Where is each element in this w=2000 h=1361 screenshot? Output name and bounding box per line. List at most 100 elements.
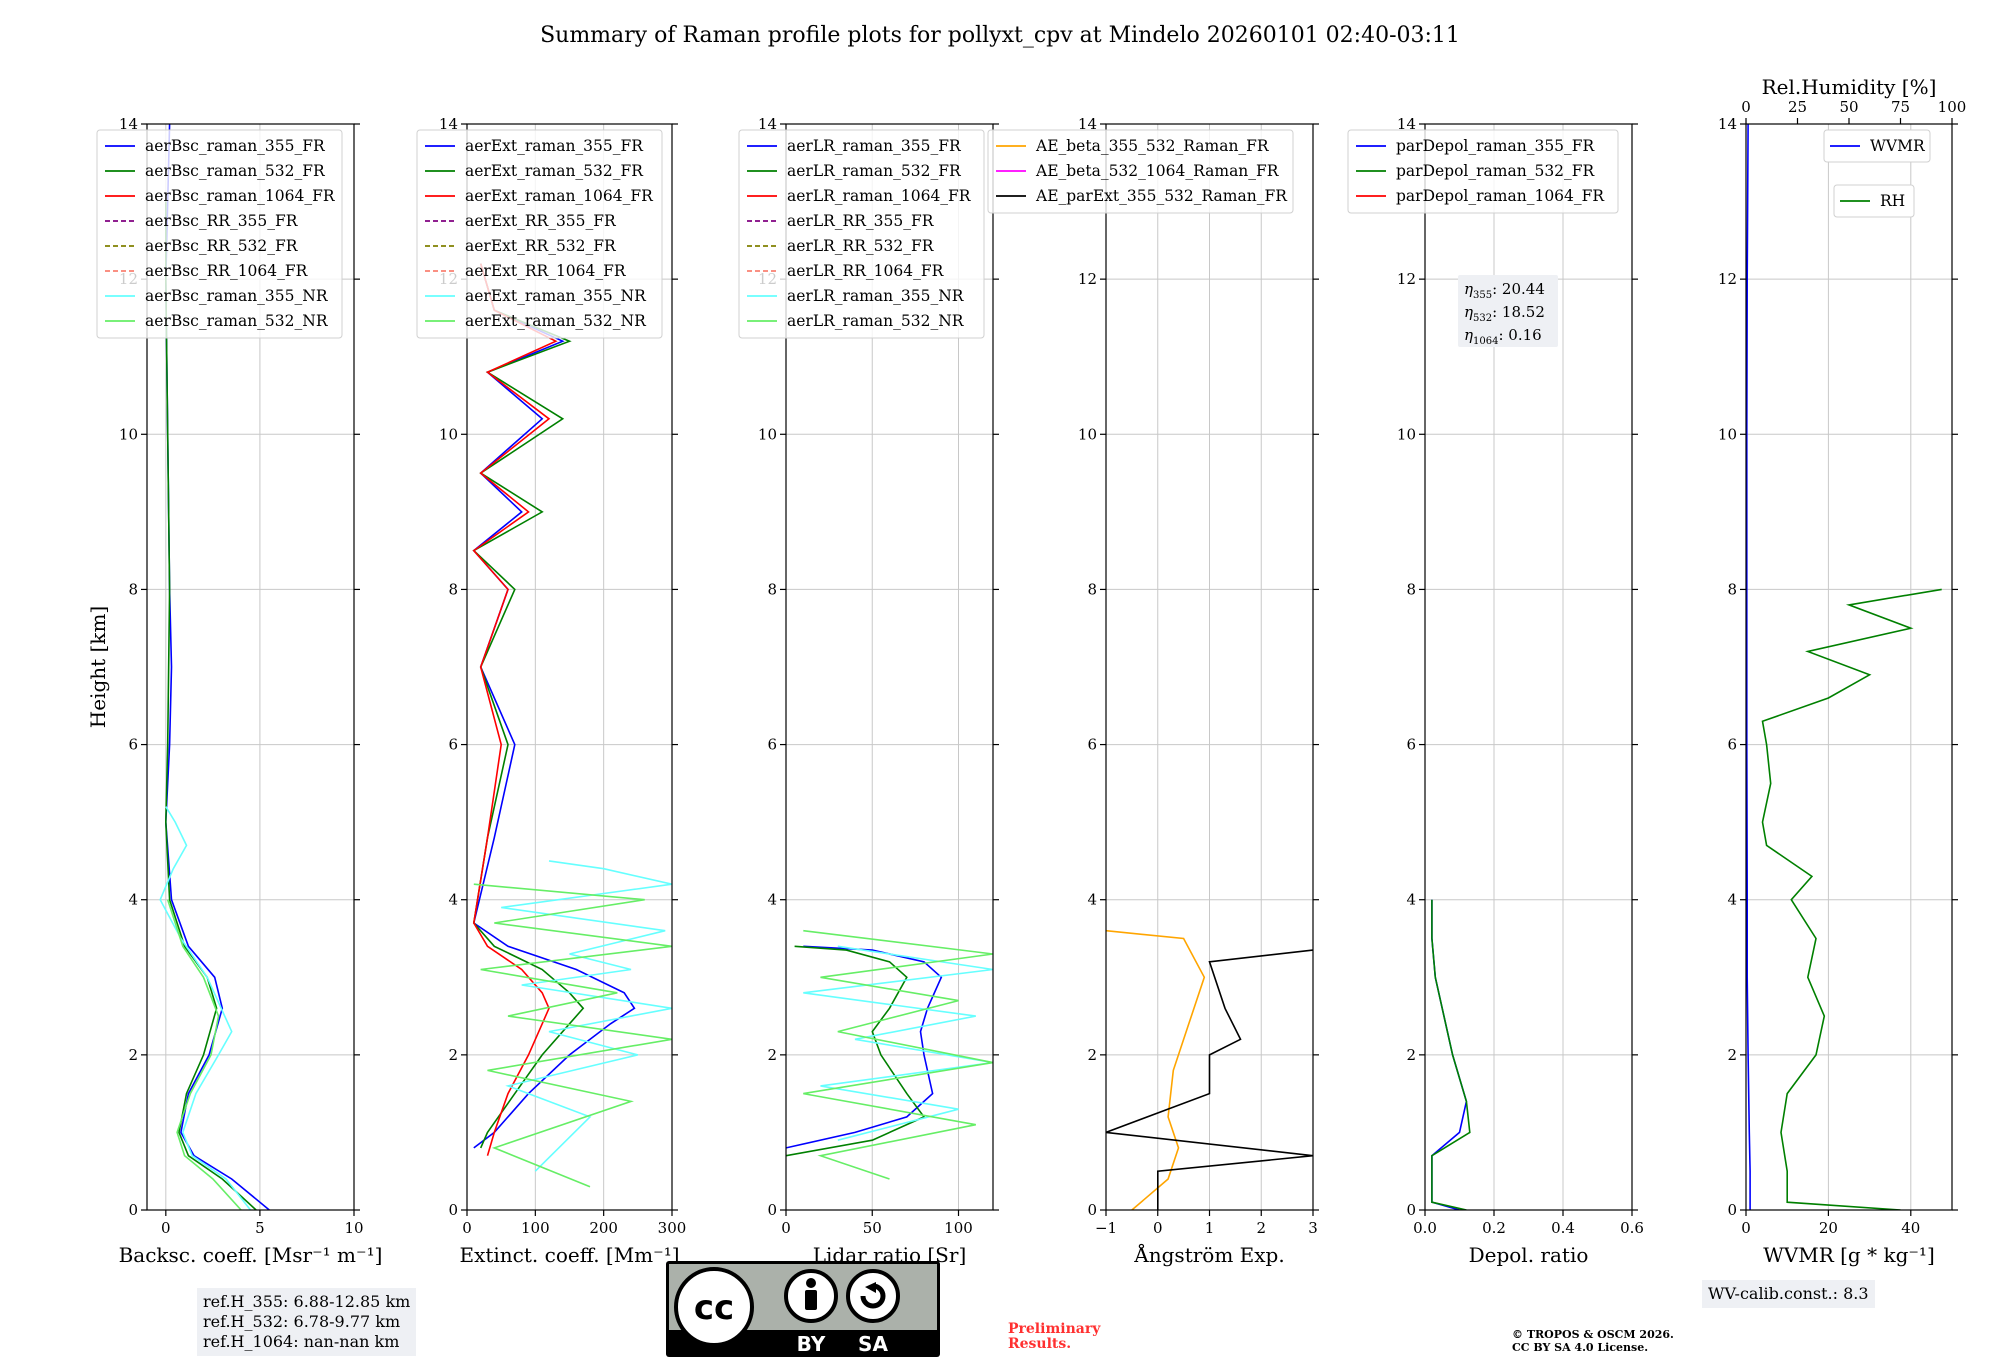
- y-tick-label: 4: [1406, 891, 1416, 909]
- y-tick-label: 2: [448, 1046, 458, 1064]
- eta-annotation-box: [1458, 275, 1558, 347]
- legend-entry: aerExt_RR_1064_FR: [465, 262, 627, 280]
- sa-label: SA: [858, 1332, 888, 1356]
- y-tick-label: 6: [1406, 736, 1416, 754]
- preliminary-line1: Preliminary: [1008, 1321, 1101, 1337]
- x-tick-label: 0.6: [1620, 1219, 1644, 1237]
- refh-1064: ref.H_1064: nan-nan km: [203, 1332, 400, 1351]
- legend-box: [738, 129, 985, 339]
- y-tick-label: 8: [767, 580, 777, 598]
- x-tick-label: 50: [863, 1219, 882, 1237]
- y-tick-label: 14: [119, 115, 138, 133]
- series-aerLR_raman_532_FR: [786, 945, 926, 1157]
- axes-frame: [466, 123, 673, 1211]
- legend-entry: aerLR_raman_355_NR: [787, 287, 965, 305]
- series-aerExt_raman_532_NR: [473, 883, 672, 1188]
- legend-entry: RH: [1880, 192, 1905, 210]
- x-tick-label: 1: [1205, 1219, 1215, 1237]
- x2-tick-label: 50: [1839, 98, 1858, 116]
- series-parDepol_raman_532_FR: [1431, 899, 1471, 1210]
- series-aerExt_raman_1064_FR: [472, 263, 558, 1156]
- series-aerExt_raman_532_FR: [472, 263, 585, 1149]
- cc-license-badge: cc BY SA: [666, 1261, 940, 1361]
- series-RH: [1761, 588, 1942, 1210]
- y-tick-label: 6: [448, 736, 458, 754]
- y-tick-label: 8: [1087, 580, 1097, 598]
- series-aerBsc_raman_532_NR: [166, 899, 242, 1210]
- y-tick-label: 14: [1397, 115, 1416, 133]
- legend: WVMR RH: [1823, 129, 1931, 218]
- y-tick-label: 12: [1397, 270, 1416, 288]
- x-tick-label: 0: [462, 1219, 472, 1237]
- y-tick-label: 14: [758, 115, 777, 133]
- legend-entry: parDepol_raman_355_FR: [1396, 137, 1596, 155]
- y-tick-label: 2: [128, 1046, 138, 1064]
- y-tick-label: 10: [439, 425, 458, 443]
- y-tick-label: 14: [439, 115, 458, 133]
- y-tick-label: 4: [767, 891, 777, 909]
- legend-entry: aerExt_raman_355_FR: [465, 137, 644, 155]
- legend-entry: aerBsc_RR_1064_FR: [145, 262, 309, 280]
- legend-entry: aerExt_RR_532_FR: [465, 237, 617, 255]
- x2-tick-label: 100: [1938, 98, 1967, 116]
- cc-badge-graphic: cc BY SA: [666, 1261, 940, 1357]
- y-tick-label: 10: [758, 425, 777, 443]
- wv-calib-box: WV-calib.const.: 8.3: [1702, 1280, 1875, 1308]
- legend-entry: aerLR_RR_355_FR: [787, 212, 935, 230]
- legend-entry: aerExt_raman_355_NR: [465, 287, 647, 305]
- sa-share-icon: [846, 1269, 900, 1323]
- x-axis-label: Extinct. coeff. [Mm⁻¹]: [459, 1243, 679, 1267]
- sa-share-arrow: [860, 1283, 886, 1309]
- y-tick-label: 12: [1078, 270, 1097, 288]
- x-tick-label: 0: [781, 1219, 791, 1237]
- x-tick-label: 0: [1741, 1219, 1751, 1237]
- series-AE_parExt_355_532_Raman_FR: [1106, 949, 1313, 1210]
- x-tick-label: 40: [1901, 1219, 1920, 1237]
- x-tick-label: 100: [521, 1219, 550, 1237]
- y-tick-label: 10: [1078, 425, 1097, 443]
- y-tick-label: 0: [1727, 1201, 1737, 1219]
- x-axis-label: WVMR [g * kg⁻¹]: [1763, 1243, 1935, 1267]
- y-tick-label: 6: [128, 736, 138, 754]
- legend-entry: aerLR_RR_1064_FR: [787, 262, 945, 280]
- panel-aerlr: 02468101214050100Lidar ratio [Sr]aerLR_r…: [738, 115, 999, 1267]
- by-label: BY: [797, 1332, 826, 1356]
- y-tick-label: 2: [1406, 1046, 1416, 1064]
- y-tick-label: 0: [1087, 1201, 1097, 1219]
- x-tick-label: 0: [1153, 1219, 1163, 1237]
- panel-pardepol: 0 2 4 6 8 10 12 14 0.0 0.2 0.4 0.6 Depol. ratio parDe…: [1347, 115, 1644, 1267]
- y-tick-label: 4: [448, 891, 458, 909]
- eta-entry: η1064: 0.16: [1464, 326, 1542, 347]
- series-aerBsc_raman_532_FR: [164, 201, 257, 1210]
- axes-frame: [1424, 123, 1633, 1211]
- y-tick-label: 14: [1078, 115, 1097, 133]
- x-tick-label: 0.2: [1482, 1219, 1506, 1237]
- y-tick-label: 10: [1397, 425, 1416, 443]
- legend-box: [987, 129, 1294, 214]
- series-aerBsc_raman_355_NR: [159, 806, 252, 1210]
- x-axis-label: Backsc. coeff. [Msr⁻¹ m⁻¹]: [119, 1243, 383, 1267]
- y-tick-label: 0: [448, 1201, 458, 1219]
- legend-entry: aerBsc_raman_355_FR: [145, 137, 326, 155]
- legend-box: [96, 129, 343, 339]
- by-person-body: [805, 1290, 817, 1310]
- x-tick-label: 10: [344, 1219, 363, 1237]
- x-tick-label: 5: [255, 1219, 265, 1237]
- x-tick-label: 0: [161, 1219, 171, 1237]
- legend-entry: aerExt_raman_532_NR: [465, 312, 647, 330]
- x-tick-label: 0.4: [1551, 1219, 1575, 1237]
- copyright-line2: CC BY SA 4.0 License.: [1512, 1341, 1649, 1354]
- legend-entry: aerExt_RR_355_FR: [465, 212, 617, 230]
- y-tick-label: 0: [767, 1201, 777, 1219]
- y-tick-label: 8: [448, 580, 458, 598]
- y-tick-label: 4: [1727, 891, 1737, 909]
- axes-frame: [146, 123, 355, 1211]
- x-tick-label: 200: [589, 1219, 618, 1237]
- y-tick-label: 6: [767, 736, 777, 754]
- x-tick-label: 20: [1819, 1219, 1838, 1237]
- x-tick-label: 2: [1256, 1219, 1266, 1237]
- eta-entry: η532: 18.52: [1464, 303, 1545, 324]
